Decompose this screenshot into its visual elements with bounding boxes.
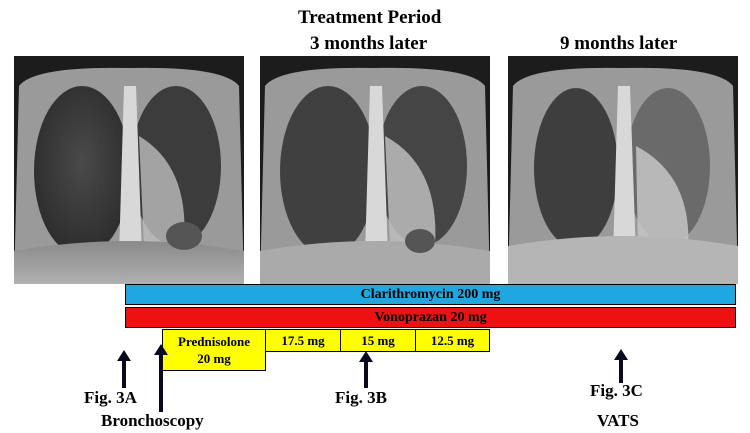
dose-label: 12.5 mg [430, 332, 475, 348]
chest-xray-baseline [14, 56, 244, 284]
prednisolone-dose-20mg: Prednisolone 20 mg [162, 329, 266, 371]
chest-xray-9-months [508, 56, 738, 284]
vats-label: VATS [597, 411, 639, 430]
prednisolone-dose-17-5mg: 17.5 mg [265, 329, 341, 352]
bronchoscopy-arrow-icon [154, 344, 168, 412]
prednisolone-dose-15mg: 15 mg [340, 329, 416, 352]
prednisolone-dose-value: 20 mg [197, 351, 231, 366]
dose-label: 15 mg [361, 332, 395, 348]
prednisolone-dose-12-5mg: 12.5 mg [415, 329, 490, 352]
prednisolone-label: Prednisolone [178, 334, 250, 349]
three-months-heading: 3 months later [310, 33, 428, 54]
dose-label: 17.5 mg [281, 332, 325, 348]
nine-months-heading: 9 months later [560, 33, 678, 54]
clarithromycin-bar: Clarithromycin 200 mg [125, 284, 736, 305]
fig3a-arrow-icon [117, 350, 131, 388]
fig3b-label: Fig. 3B [335, 388, 387, 407]
fig3c-arrow-icon [614, 349, 628, 383]
treatment-period-heading: Treatment Period [298, 7, 442, 28]
bronchoscopy-label: Bronchoscopy [101, 411, 204, 430]
fig3c-label: Fig. 3C [590, 381, 643, 400]
fig3a-label: Fig. 3A [84, 388, 137, 407]
chest-xray-3-months [260, 56, 490, 284]
fig3b-arrow-icon [359, 351, 373, 388]
vonoprazan-bar: Vonoprazan 20 mg [125, 307, 736, 328]
